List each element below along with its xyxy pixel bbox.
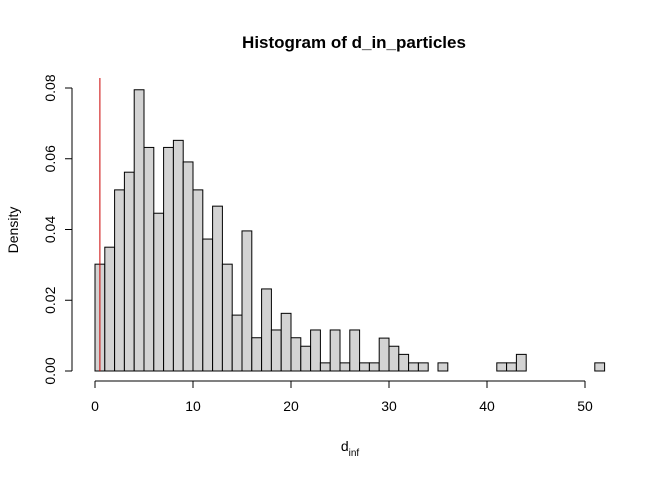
x-tick-label: 50 xyxy=(577,398,593,414)
histogram-bar xyxy=(143,146,155,372)
x-tick-label: 30 xyxy=(381,398,397,414)
histogram-bar xyxy=(437,362,449,372)
histogram-bar xyxy=(114,189,125,372)
histogram-bar xyxy=(280,312,292,372)
histogram-bar xyxy=(496,362,508,372)
histogram-bar xyxy=(104,246,116,372)
histogram-bar xyxy=(329,329,341,372)
chart-title: Histogram of d_in_particles xyxy=(242,33,466,52)
y-tick-label: 0.00 xyxy=(42,357,58,384)
histogram-bar xyxy=(398,353,410,372)
histogram-bar xyxy=(133,89,145,372)
bars-group xyxy=(94,89,606,372)
histogram-bar xyxy=(290,337,302,372)
histogram-bar xyxy=(417,362,429,372)
x-axis-label: dinf xyxy=(341,438,360,459)
histogram-bar xyxy=(153,212,165,372)
histogram-bar xyxy=(368,362,380,372)
histogram-bar xyxy=(182,161,194,372)
histogram-bar xyxy=(251,337,263,372)
x-axis-label-subscript: inf xyxy=(349,448,360,459)
histogram-bar xyxy=(221,263,233,372)
histogram-bar xyxy=(359,362,370,372)
y-tick-label: 0.08 xyxy=(42,74,58,101)
histogram-bar xyxy=(319,362,331,372)
x-tick-label: 20 xyxy=(283,398,299,414)
histogram-bar xyxy=(231,314,243,372)
histogram-bar xyxy=(192,189,204,372)
histogram-bar xyxy=(300,345,312,372)
histogram-bar xyxy=(310,329,321,372)
x-axis: 0 10 20 30 40 50 xyxy=(91,380,593,414)
y-axis-label: Density xyxy=(5,207,21,254)
histogram-bar xyxy=(349,329,361,372)
y-tick-label: 0.02 xyxy=(42,286,58,313)
x-axis-label-main: d xyxy=(341,438,349,454)
histogram-bar xyxy=(270,329,282,372)
y-tick-label: 0.06 xyxy=(42,145,58,172)
histogram-bar xyxy=(123,171,135,372)
histogram-bar xyxy=(202,238,214,372)
x-tick-label: 10 xyxy=(185,398,201,414)
y-axis: 0.00 0.02 0.04 0.06 0.08 xyxy=(42,74,73,385)
histogram-bar xyxy=(506,362,517,372)
histogram-bar xyxy=(212,205,223,372)
histogram-bar xyxy=(261,288,272,372)
histogram-bar xyxy=(594,362,606,372)
histogram-bar xyxy=(388,345,400,372)
histogram-bar xyxy=(408,362,419,372)
x-tick-label: 0 xyxy=(91,398,99,414)
x-tick-label: 40 xyxy=(479,398,495,414)
histogram-bar xyxy=(339,362,351,372)
histogram-bar xyxy=(515,353,527,372)
histogram-bar xyxy=(163,146,174,372)
histogram-bar xyxy=(241,230,253,372)
y-tick-label: 0.04 xyxy=(42,216,58,243)
histogram-bar xyxy=(378,337,390,372)
histogram-bar xyxy=(172,139,184,372)
